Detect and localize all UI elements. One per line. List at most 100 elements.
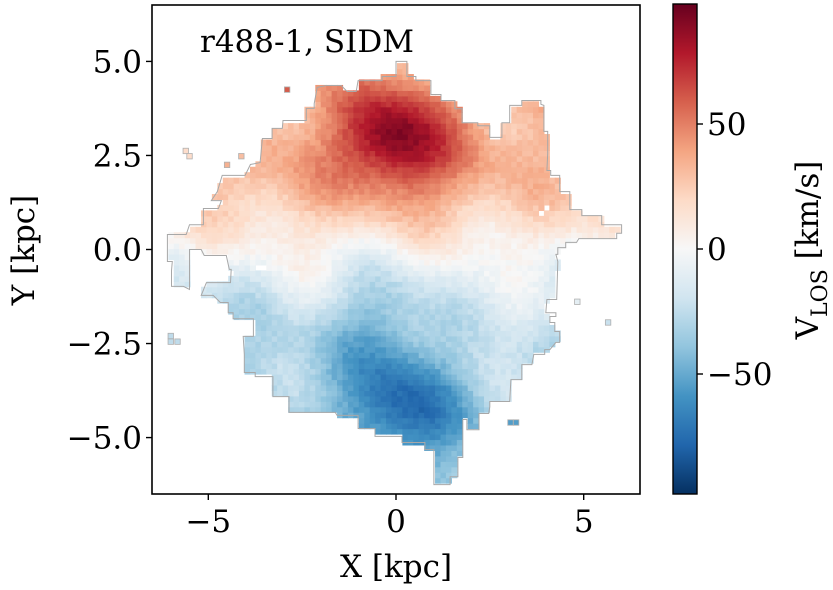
heatmap-cell xyxy=(451,128,458,135)
heatmap-cell xyxy=(451,232,458,239)
heatmap-cell xyxy=(369,101,376,108)
heatmap-cell xyxy=(533,324,540,331)
heatmap-cell xyxy=(435,439,442,446)
heatmap-cell xyxy=(282,314,289,321)
heatmap-cell xyxy=(337,183,344,190)
heatmap-cell xyxy=(554,335,561,342)
heatmap-cell xyxy=(418,434,425,441)
heatmap-cell xyxy=(527,226,534,233)
heatmap-cell xyxy=(505,384,512,391)
heatmap-cell xyxy=(489,254,496,261)
heatmap-cell xyxy=(500,232,507,239)
heatmap-cell xyxy=(331,314,338,321)
heatmap-cell xyxy=(538,330,545,337)
heatmap-cell xyxy=(315,303,322,310)
heatmap-cell xyxy=(386,79,393,86)
heatmap-cell xyxy=(407,297,414,304)
heatmap-cell xyxy=(424,352,431,359)
colorbar-ticks: 500−50 xyxy=(697,107,772,393)
heatmap-cell xyxy=(533,204,540,211)
heatmap-cell xyxy=(277,183,284,190)
heatmap-cell xyxy=(369,275,376,282)
heatmap-cell xyxy=(440,292,447,299)
heatmap-cell xyxy=(315,204,322,211)
heatmap-cell xyxy=(494,281,501,288)
heatmap-cell xyxy=(277,275,284,282)
heatmap-cell xyxy=(402,155,409,162)
heatmap-cell xyxy=(386,363,393,370)
heatmap-cell xyxy=(407,221,414,228)
heatmap-cell xyxy=(347,161,354,168)
heatmap-cell xyxy=(424,117,431,124)
heatmap-cell xyxy=(386,254,393,261)
heatmap-cell xyxy=(527,194,534,201)
heatmap-cell xyxy=(369,379,376,386)
heatmap-cell xyxy=(516,275,523,282)
heatmap-cell xyxy=(249,232,257,239)
heatmap-cell xyxy=(494,330,501,337)
heatmap-cell xyxy=(277,292,284,299)
heatmap-cell xyxy=(358,106,365,113)
heatmap-cell xyxy=(533,254,540,261)
heatmap-cell xyxy=(320,128,327,135)
heatmap-cell xyxy=(473,374,480,381)
heatmap-cell xyxy=(484,314,491,321)
heatmap-cell xyxy=(375,166,382,173)
heatmap-cell xyxy=(206,281,213,288)
heatmap-cell xyxy=(293,292,300,299)
heatmap-cell xyxy=(304,330,311,337)
heatmap-cell xyxy=(369,95,376,102)
heatmap-cell xyxy=(179,254,186,261)
heatmap-cell xyxy=(489,379,496,386)
heatmap-cell xyxy=(484,368,491,375)
heatmap-cell xyxy=(380,417,387,424)
heatmap-cell xyxy=(277,226,284,233)
heatmap-cell xyxy=(467,221,474,228)
heatmap-cell xyxy=(326,161,333,168)
heatmap-cell xyxy=(369,237,376,244)
heatmap-cell xyxy=(260,292,267,299)
heatmap-cell xyxy=(337,281,344,288)
heatmap-cell xyxy=(418,248,425,255)
heatmap-cell xyxy=(315,264,322,271)
heatmap-cell xyxy=(353,374,360,381)
heatmap-cell xyxy=(309,352,316,359)
heatmap-cell xyxy=(369,314,376,321)
heatmap-cell xyxy=(505,281,512,288)
heatmap-cell xyxy=(282,341,289,348)
heatmap-cell xyxy=(304,281,311,288)
heatmap-cell xyxy=(298,319,305,326)
heatmap-cell xyxy=(364,374,371,381)
heatmap-cell xyxy=(320,308,327,315)
heatmap-cell xyxy=(309,297,316,304)
heatmap-cell xyxy=(396,428,403,435)
heatmap-cell xyxy=(282,324,289,331)
heatmap-cell xyxy=(337,341,344,348)
heatmap-cell xyxy=(451,390,458,397)
heatmap-cell xyxy=(380,406,387,413)
heatmap-cell xyxy=(282,204,289,211)
heatmap-cell xyxy=(353,128,360,135)
heatmap-cell xyxy=(424,134,431,141)
heatmap-cell xyxy=(228,275,235,282)
heatmap-cell xyxy=(429,286,436,293)
heatmap-cell xyxy=(413,401,420,408)
heatmap-cell xyxy=(347,101,354,108)
heatmap-cell xyxy=(489,281,496,288)
heatmap-cell xyxy=(402,357,409,364)
heatmap-cell xyxy=(282,335,289,342)
heatmap-cell xyxy=(484,346,491,353)
heatmap-cell xyxy=(435,275,442,282)
heatmap-cell xyxy=(500,210,507,217)
heatmap-cell xyxy=(402,177,409,184)
heatmap-cell xyxy=(391,128,398,135)
heatmap-cell xyxy=(440,210,447,217)
heatmap-cell xyxy=(527,237,534,244)
heatmap-cell xyxy=(396,243,403,250)
heatmap-cell xyxy=(331,335,338,342)
heatmap-cell xyxy=(407,155,414,162)
heatmap-cell xyxy=(424,155,431,162)
heatmap-cell xyxy=(249,357,257,364)
heatmap-cell xyxy=(337,237,344,244)
heatmap-cell xyxy=(304,286,311,293)
